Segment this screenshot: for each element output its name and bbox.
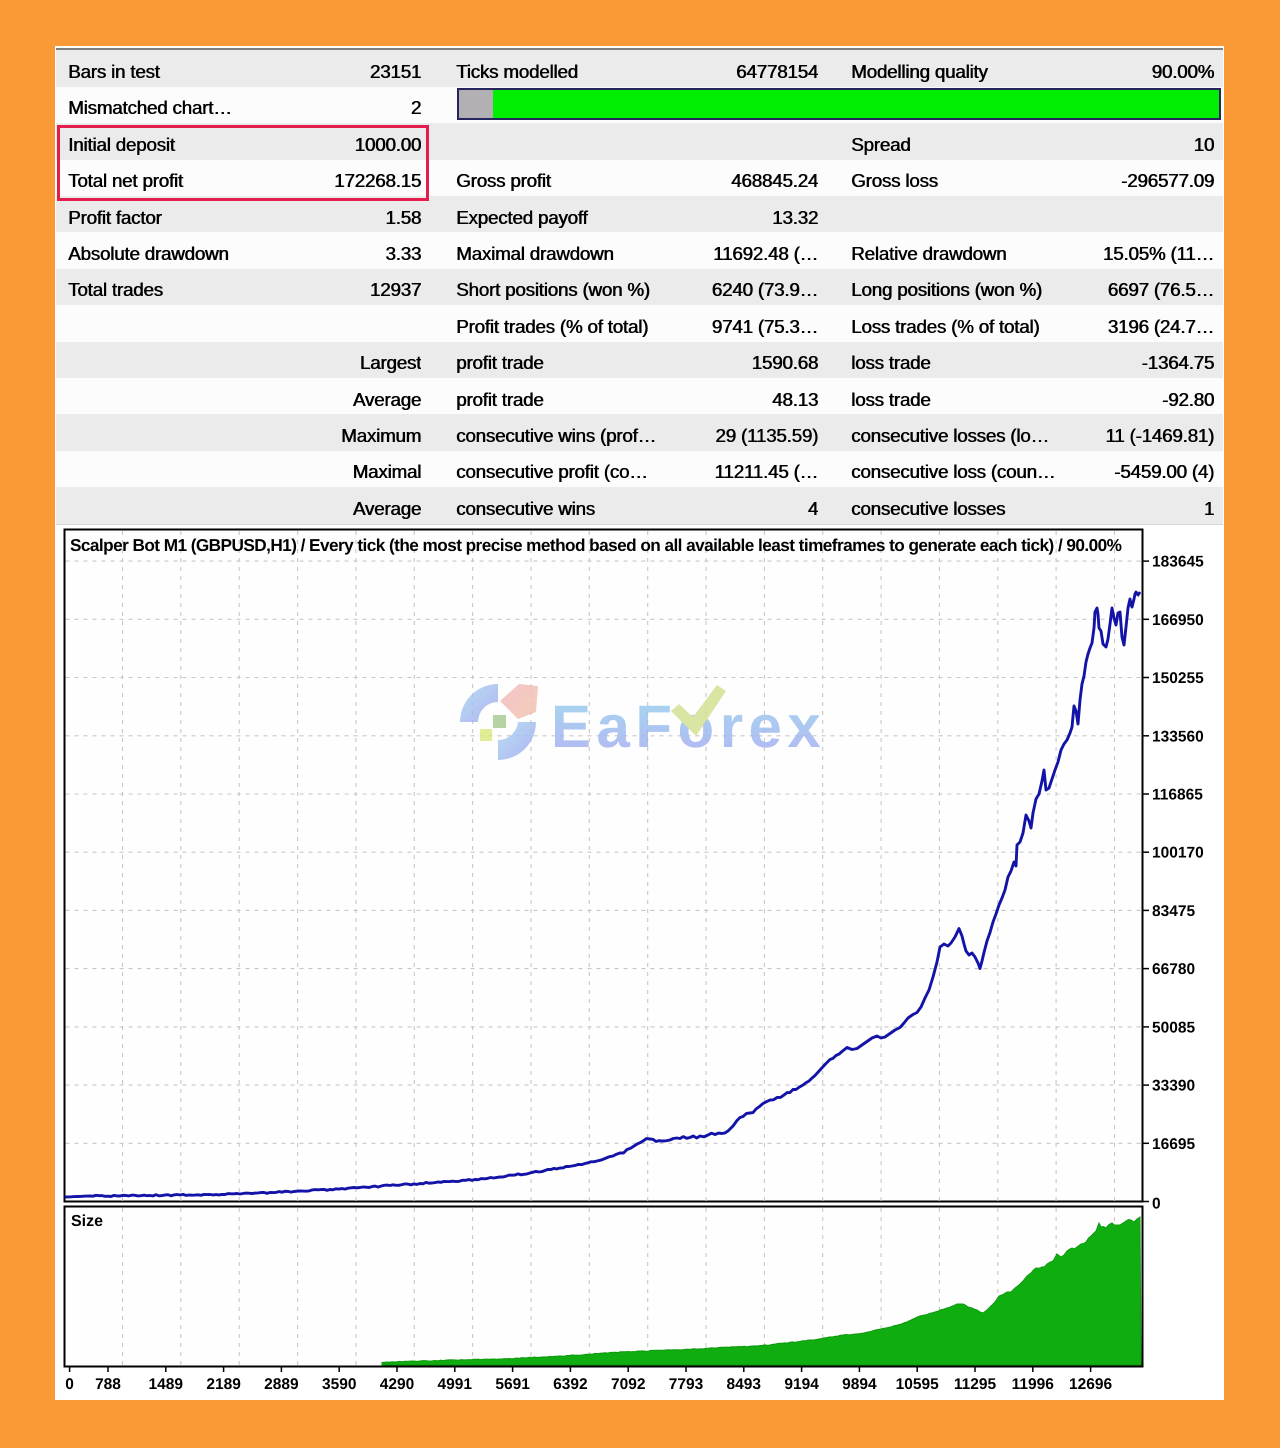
svg-text:Scalper Bot M1 (GBPUSD,H1) / E: Scalper Bot M1 (GBPUSD,H1) / Every tick …: [70, 535, 1122, 555]
svg-text:3590: 3590: [322, 1376, 356, 1393]
svg-text:6392: 6392: [553, 1376, 587, 1393]
svg-text:7092: 7092: [611, 1376, 645, 1393]
svg-text:10595: 10595: [896, 1376, 939, 1393]
svg-text:9194: 9194: [784, 1376, 819, 1393]
svg-text:2889: 2889: [264, 1376, 299, 1393]
svg-text:EaForex: EaForex: [551, 693, 826, 760]
svg-text:5691: 5691: [495, 1376, 530, 1393]
svg-text:11295: 11295: [954, 1376, 997, 1393]
svg-text:66780: 66780: [1152, 961, 1195, 978]
svg-text:2189: 2189: [206, 1376, 241, 1393]
svg-text:4991: 4991: [438, 1376, 473, 1393]
svg-text:83475: 83475: [1152, 903, 1195, 920]
svg-text:100170: 100170: [1152, 845, 1204, 862]
svg-text:50085: 50085: [1152, 1019, 1195, 1036]
svg-text:1489: 1489: [149, 1376, 184, 1393]
svg-text:133560: 133560: [1152, 728, 1204, 745]
svg-text:9894: 9894: [842, 1376, 877, 1393]
svg-text:183645: 183645: [1152, 554, 1204, 571]
svg-text:7793: 7793: [669, 1376, 704, 1393]
svg-text:0: 0: [65, 1376, 74, 1393]
svg-text:8493: 8493: [727, 1376, 762, 1393]
svg-text:4290: 4290: [380, 1376, 414, 1393]
svg-text:33390: 33390: [1152, 1078, 1195, 1095]
svg-text:116865: 116865: [1152, 787, 1203, 804]
svg-text:Size: Size: [71, 1213, 103, 1230]
svg-text:166950: 166950: [1152, 612, 1204, 629]
svg-text:11996: 11996: [1012, 1376, 1055, 1393]
svg-text:150255: 150255: [1152, 670, 1204, 687]
svg-text:12696: 12696: [1069, 1376, 1112, 1393]
svg-text:16695: 16695: [1152, 1136, 1195, 1153]
svg-text:0: 0: [1152, 1196, 1161, 1213]
svg-text:788: 788: [95, 1376, 121, 1393]
